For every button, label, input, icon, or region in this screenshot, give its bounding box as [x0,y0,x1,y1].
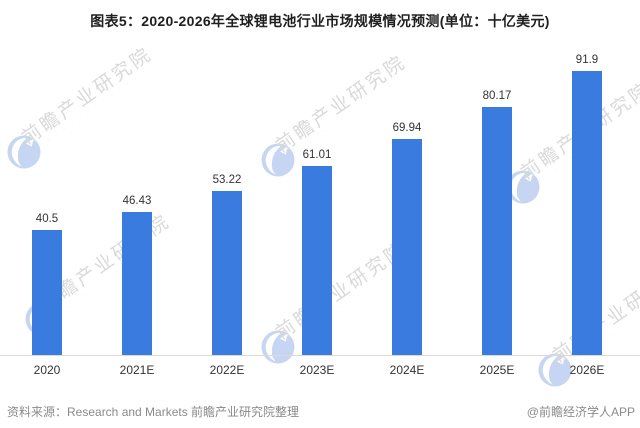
x-tick-label-2024E: 2024E [389,363,425,377]
qianzhan-logo-icon [538,353,572,387]
x-tick-label-2023E: 2023E [299,363,335,377]
x-tick-label-2025E: 2025E [479,363,515,377]
bar-value-label: 80.17 [482,90,512,103]
bar-column-2025E: 80.17 [452,0,542,355]
bar-2023E [302,166,332,355]
x-tick-label-2022E: 2022E [209,363,245,377]
bar-column-2024E: 69.94 [362,0,452,355]
x-tick-label-2021E: 2021E [119,363,155,377]
bar-2024E [392,138,422,355]
credit-note: @前瞻经济学人APP [526,405,635,419]
bar-value-label: 61.01 [302,149,332,162]
qianzhan-logo-icon [261,143,295,177]
bar-column-2021E: 46.43 [92,0,182,355]
bar-column-2022E: 53.22 [182,0,272,355]
bar-column-2020: 40.5 [2,0,92,355]
qianzhan-logo-icon [7,135,41,169]
source-note: 资料来源：Research and Markets 前瞻产业研究院整理 [7,405,300,419]
x-tick-label-2020: 2020 [33,363,61,377]
bar-value-label: 46.43 [122,194,152,207]
bar-2022E [212,190,242,355]
bar-column-2023E: 61.01 [272,0,362,355]
bar-2020 [32,229,62,355]
bar-2026E [572,71,602,355]
bar-2025E [482,107,512,355]
bar-value-label: 40.5 [35,212,59,225]
bar-2021E [122,211,152,355]
chart-title: 图表5：2020-2026年全球锂电池行业市场规模情况预测(单位：十亿美元) [90,13,550,29]
bar-value-label: 91.9 [575,54,599,67]
bar-value-label: 53.22 [212,173,242,186]
bar-column-2026E: 91.9 [542,0,632,355]
qianzhan-logo-icon [506,170,540,204]
x-axis-line [0,355,640,356]
x-tick-label-2026E: 2026E [569,363,605,377]
bar-value-label: 69.94 [392,121,422,134]
